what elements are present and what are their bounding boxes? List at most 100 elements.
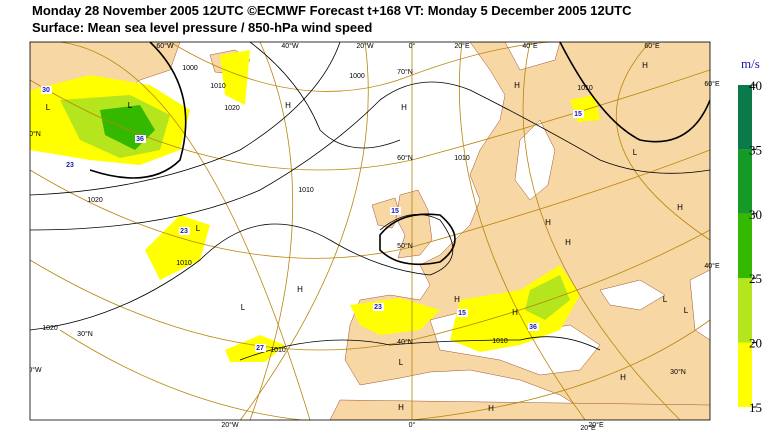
wind-label: 23 (66, 162, 74, 169)
wind-label-box (65, 161, 76, 169)
isobar (89, 42, 187, 179)
colorbar-segment (738, 342, 752, 407)
isobar (239, 336, 601, 361)
africa (329, 399, 710, 420)
subtitle: Surface: Mean sea level pressure / 850-h… (32, 20, 372, 35)
bottom-label: 0° (409, 421, 416, 429)
meridian (458, 42, 586, 420)
pressure-label: 1010 (270, 347, 286, 354)
meridian (522, 42, 681, 420)
colorbar-label: 20 (749, 336, 762, 351)
black-sea (599, 279, 666, 311)
pressure-label: 1000 (349, 73, 365, 80)
isobar (30, 81, 710, 231)
top-label: 40°W (281, 42, 299, 50)
system: H (401, 103, 407, 112)
colorbar-segment (738, 149, 752, 214)
colorbar-label: 15 (749, 400, 762, 415)
graticule-label: 30°N (670, 368, 686, 376)
title: Monday 28 November 2005 12UTC ©ECMWF For… (32, 3, 632, 18)
colorbar: 15 20 25 30 35 40 (738, 78, 762, 415)
graticule-label: 60°N (397, 154, 413, 162)
system: H (454, 295, 460, 304)
system: L (128, 101, 133, 110)
graticule-label: 40°E (704, 262, 720, 270)
parallel (59, 319, 710, 420)
graticule-label: 30°N (77, 330, 93, 338)
wind-label: 15 (574, 111, 582, 118)
pressure-label: 1000 (182, 65, 198, 72)
system: H (398, 403, 404, 412)
isobar (379, 213, 456, 266)
colorbar-unit: m/s (741, 56, 760, 71)
pressure-label: 1010 (492, 338, 508, 345)
graticule-label: 60°N (25, 130, 41, 138)
isobars (30, 42, 710, 361)
meridian (239, 42, 369, 420)
wind-label: 36 (529, 324, 537, 331)
system: H (620, 373, 626, 382)
colorbar-segment (738, 278, 752, 343)
wind-area (220, 50, 250, 105)
system: H (512, 308, 518, 317)
colorbar-label: 40 (749, 78, 762, 93)
graticule-label: 40°N (397, 338, 413, 346)
system: H (514, 81, 520, 90)
system: H (565, 238, 571, 247)
map-labels: 1000 1010 1020 1000 1020 1010 1010 1020 1010 1010… (25, 42, 689, 413)
graticule-label: 20°E (580, 424, 596, 432)
system: L (399, 358, 404, 367)
wind-label-box (255, 344, 266, 352)
bottom-label: 20°W (221, 421, 239, 429)
wind-label-box (528, 323, 539, 331)
system: L (196, 224, 201, 233)
graticule-label: 60°E (704, 80, 720, 88)
pressure-label: 1010 (454, 155, 470, 162)
wind-label-box (457, 309, 468, 317)
system: L (663, 295, 668, 304)
wind-shading (30, 50, 600, 362)
system: L (241, 303, 246, 312)
system: L (633, 148, 638, 157)
isobar (30, 42, 341, 196)
wind-label: 27 (256, 345, 264, 352)
graticule-label: 50°N (397, 242, 413, 250)
system: L (684, 306, 689, 315)
parallel (30, 149, 710, 259)
pressure-label: 1020 (42, 325, 58, 332)
wind-label-box (390, 207, 401, 215)
pressure-label: 1020 (224, 105, 240, 112)
wind-area (145, 215, 210, 280)
wind-label-box (573, 110, 584, 118)
wind-label: 23 (374, 304, 382, 311)
pressure-label: 1010 (210, 83, 226, 90)
wind-area (350, 298, 440, 335)
system: H (545, 218, 551, 227)
colorbar-label: 35 (749, 142, 762, 157)
isobar (249, 42, 401, 149)
meridian (249, 42, 294, 420)
map: 1000 1010 1020 1000 1020 1010 1010 1020 1010 1010… (25, 42, 710, 420)
caspian (689, 269, 710, 341)
wind-label: 15 (458, 310, 466, 317)
isobar (30, 214, 454, 331)
border-labels: 60°E 40°E 20°E 20°W 0° 20°E (221, 80, 720, 432)
pressure-label: 1020 (87, 197, 103, 204)
system: H (297, 285, 303, 294)
wind-label: 15 (391, 208, 399, 215)
top-label: 0° (409, 42, 416, 50)
bottom-label: 20°E (588, 421, 604, 429)
wind-label-box (179, 227, 190, 235)
pressure-label: 1010 (577, 85, 593, 92)
graticule (30, 42, 710, 420)
colorbar-label: 30 (749, 207, 762, 222)
wind-label-box (373, 303, 384, 311)
wind-label: 36 (136, 136, 144, 143)
system: H (488, 404, 494, 413)
wind-label-box (41, 86, 52, 94)
system: H (285, 101, 291, 110)
graticule-label: 70°N (397, 68, 413, 76)
meridian (59, 42, 311, 420)
wind-area (525, 275, 570, 320)
